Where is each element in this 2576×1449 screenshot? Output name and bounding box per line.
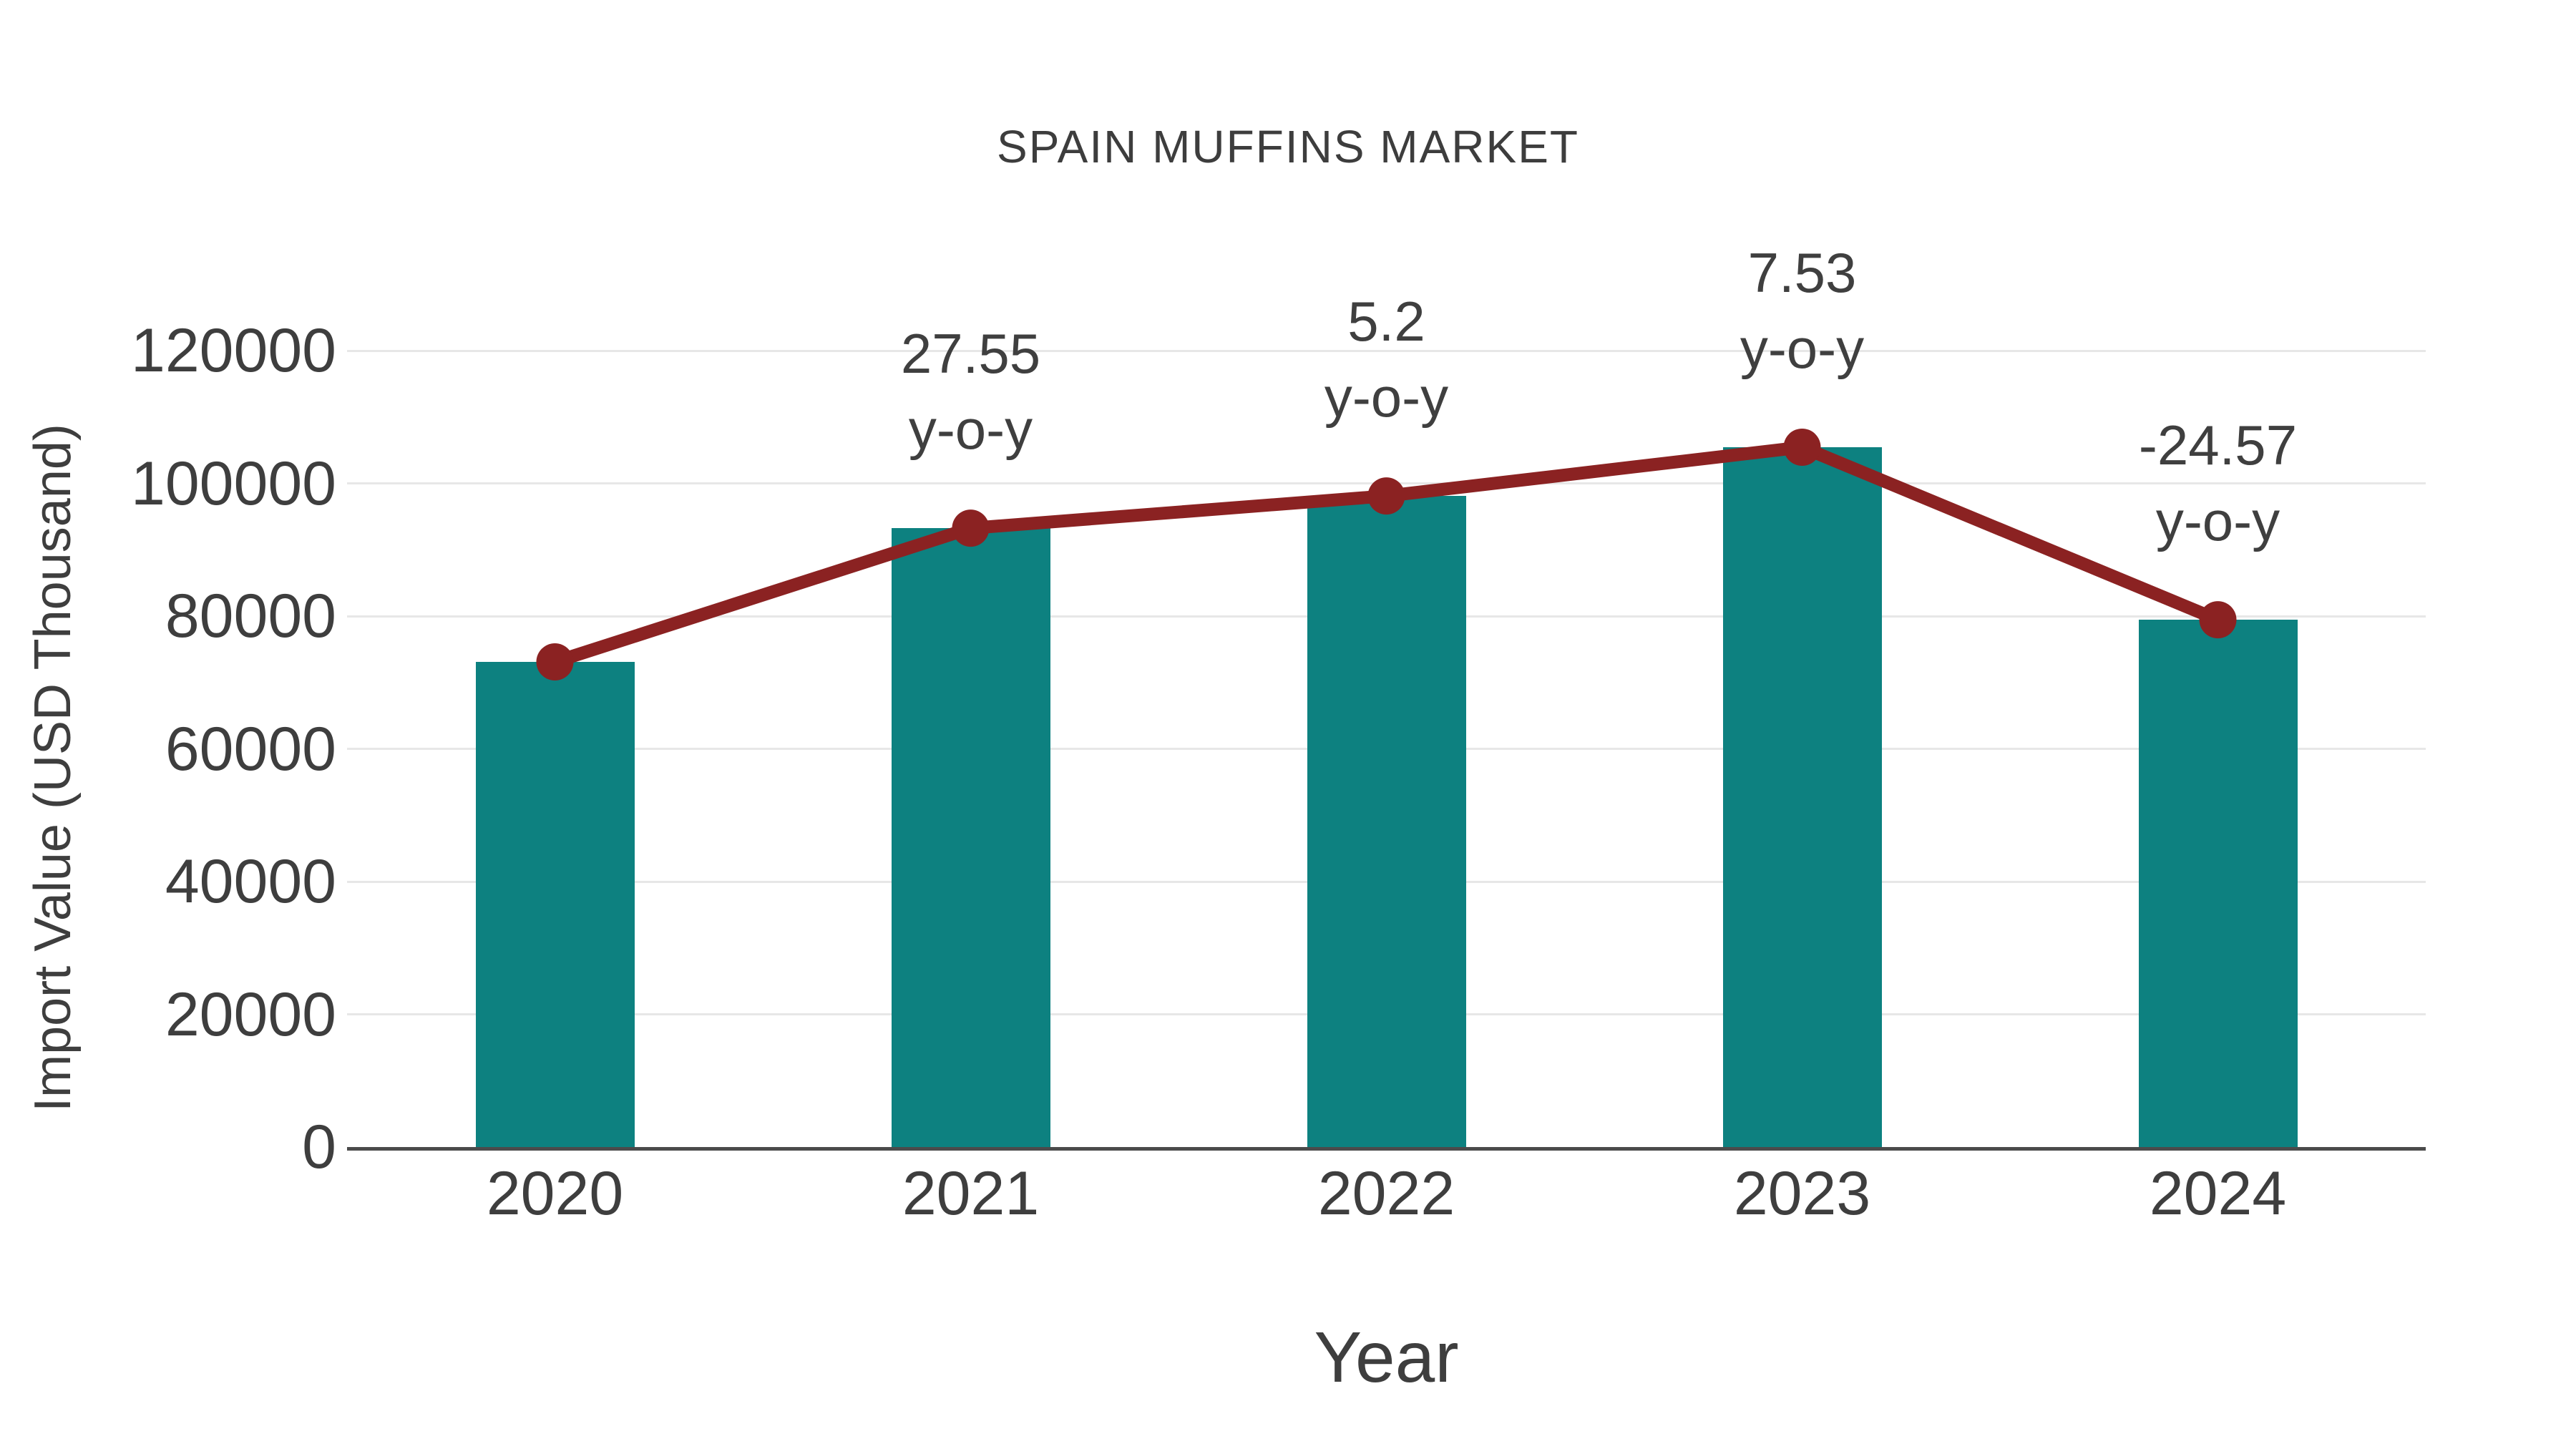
y-tick-label-120000: 120000: [131, 316, 336, 385]
annotation-2024: -24.57 y-o-y: [1975, 407, 2462, 559]
annotation-suffix: y-o-y: [908, 398, 1033, 462]
marker-2024: [2199, 601, 2237, 639]
bar-2024: [2138, 620, 2298, 1147]
annotation-layer: 27.55 y-o-y 5.2 y-o-y 7.53 y-o-y -24.57 y-o-y: [347, 241, 2426, 1147]
plot-area: [347, 349, 2426, 1151]
bar-2023: [1722, 447, 1882, 1147]
marker-2021: [952, 509, 990, 547]
x-tick-label-2022: 2022: [1317, 1159, 1455, 1228]
y-tick-label-80000: 80000: [165, 582, 336, 650]
x-axis-title: Year: [1314, 1317, 1459, 1397]
bar-2020: [475, 662, 635, 1147]
gridline-120000: [347, 349, 2426, 352]
annotation-suffix: y-o-y: [1324, 366, 1449, 429]
y-tick-label-20000: 20000: [165, 980, 336, 1049]
annotation-suffix: y-o-y: [1740, 316, 1865, 380]
x-tick-label-2021: 2021: [902, 1159, 1040, 1228]
marker-2022: [1367, 477, 1405, 515]
annotation-2022: 5.2 y-o-y: [1143, 283, 1630, 435]
annotation-value: 7.53: [1747, 240, 1857, 304]
annotation-suffix: y-o-y: [2155, 489, 2280, 553]
chart-title: SPAIN MUFFINS MARKET: [997, 121, 1579, 172]
bar-2021: [891, 528, 1050, 1147]
annotation-value: 27.55: [900, 322, 1041, 386]
x-axis-tick-labels: 2020 2021 2022 2023 2024: [347, 1158, 2426, 1236]
x-tick-label-2020: 2020: [486, 1159, 624, 1228]
annotation-2021: 27.55 y-o-y: [728, 316, 1214, 467]
annotation-2023: 7.53 y-o-y: [1559, 235, 2046, 386]
y-tick-label-0: 0: [302, 1113, 336, 1181]
annotation-value: -24.57: [2138, 414, 2298, 477]
y-tick-label-60000: 60000: [165, 714, 336, 784]
annotation-value: 5.2: [1347, 290, 1425, 353]
marker-2020: [536, 643, 574, 680]
y-axis-tick-labels: 0 20000 40000 60000 80000 100000 120000: [0, 320, 336, 1178]
marker-2023: [1783, 428, 1821, 466]
y-tick-label-100000: 100000: [131, 449, 336, 518]
bar-2022: [1307, 496, 1466, 1147]
line-series: [536, 428, 2237, 680]
x-tick-label-2023: 2023: [1733, 1159, 1871, 1228]
y-tick-label-40000: 40000: [165, 847, 336, 916]
x-tick-label-2024: 2024: [2149, 1159, 2287, 1228]
